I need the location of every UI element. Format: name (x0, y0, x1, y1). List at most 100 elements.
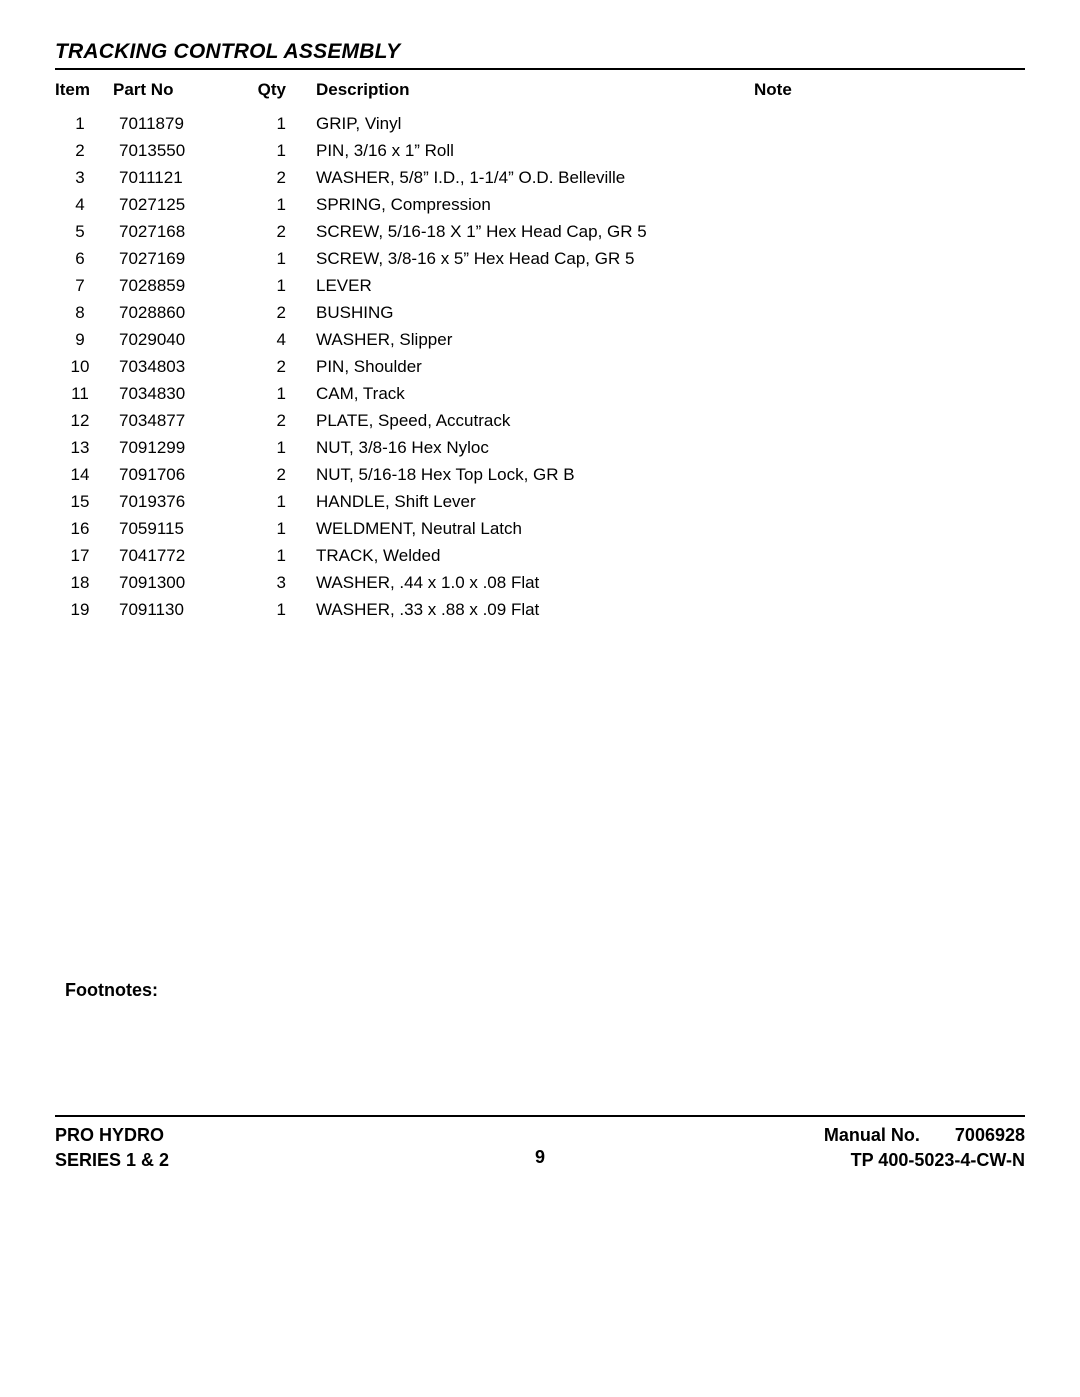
cell-item: 12 (55, 407, 113, 434)
manual-no-label: Manual No. (824, 1125, 920, 1145)
section-title: TRACKING CONTROL ASSEMBLY (55, 40, 1025, 70)
col-note: Note (754, 76, 1025, 110)
cell-note (754, 434, 1025, 461)
page-number: 9 (55, 1147, 1025, 1168)
cell-desc: TRACK, Welded (316, 542, 754, 569)
cell-desc: WASHER, Slipper (316, 326, 754, 353)
manual-no-value: 7006928 (955, 1125, 1025, 1145)
cell-item: 6 (55, 245, 113, 272)
cell-part: 7091130 (113, 596, 231, 623)
cell-part: 7034803 (113, 353, 231, 380)
col-desc: Description (316, 76, 754, 110)
cell-part: 7011879 (113, 110, 231, 137)
cell-item: 14 (55, 461, 113, 488)
cell-note (754, 407, 1025, 434)
cell-desc: BUSHING (316, 299, 754, 326)
cell-note (754, 137, 1025, 164)
cell-part: 7027169 (113, 245, 231, 272)
cell-item: 2 (55, 137, 113, 164)
cell-item: 19 (55, 596, 113, 623)
cell-desc: SCREW, 5/16-18 X 1” Hex Head Cap, GR 5 (316, 218, 754, 245)
cell-qty: 1 (231, 542, 316, 569)
cell-note (754, 299, 1025, 326)
parts-table: Item Part No Qty Description Note 170118… (55, 76, 1025, 623)
table-row: 670271691SCREW, 3/8-16 x 5” Hex Head Cap… (55, 245, 1025, 272)
cell-desc: WASHER, 5/8” I.D., 1-1/4” O.D. Bellevill… (316, 164, 754, 191)
cell-qty: 2 (231, 218, 316, 245)
cell-qty: 1 (231, 110, 316, 137)
cell-qty: 1 (231, 488, 316, 515)
cell-part: 7091706 (113, 461, 231, 488)
cell-item: 11 (55, 380, 113, 407)
cell-item: 1 (55, 110, 113, 137)
table-row: 470271251SPRING, Compression (55, 191, 1025, 218)
cell-qty: 3 (231, 569, 316, 596)
cell-note (754, 596, 1025, 623)
col-item: Item (55, 76, 113, 110)
table-row: 370111212WASHER, 5/8” I.D., 1-1/4” O.D. … (55, 164, 1025, 191)
cell-qty: 2 (231, 461, 316, 488)
cell-note (754, 191, 1025, 218)
cell-item: 4 (55, 191, 113, 218)
cell-note (754, 542, 1025, 569)
table-header-row: Item Part No Qty Description Note (55, 76, 1025, 110)
cell-item: 16 (55, 515, 113, 542)
cell-note (754, 218, 1025, 245)
cell-item: 5 (55, 218, 113, 245)
cell-part: 7034877 (113, 407, 231, 434)
table-row: 1470917062NUT, 5/16-18 Hex Top Lock, GR … (55, 461, 1025, 488)
footer-left-top: PRO HYDRO (55, 1123, 164, 1147)
cell-qty: 1 (231, 596, 316, 623)
cell-note (754, 380, 1025, 407)
cell-note (754, 488, 1025, 515)
cell-desc: SCREW, 3/8-16 x 5” Hex Head Cap, GR 5 (316, 245, 754, 272)
cell-qty: 2 (231, 407, 316, 434)
cell-part: 7019376 (113, 488, 231, 515)
cell-part: 7029040 (113, 326, 231, 353)
table-row: 1370912991NUT, 3/8-16 Hex Nyloc (55, 434, 1025, 461)
cell-desc: LEVER (316, 272, 754, 299)
cell-note (754, 110, 1025, 137)
table-row: 1070348032PIN, Shoulder (55, 353, 1025, 380)
col-qty: Qty (231, 76, 316, 110)
cell-qty: 2 (231, 353, 316, 380)
cell-part: 7027168 (113, 218, 231, 245)
cell-desc: WELDMENT, Neutral Latch (316, 515, 754, 542)
cell-part: 7091300 (113, 569, 231, 596)
table-row: 1770417721TRACK, Welded (55, 542, 1025, 569)
cell-part: 7028859 (113, 272, 231, 299)
table-row: 1170348301CAM, Track (55, 380, 1025, 407)
cell-desc: PLATE, Speed, Accutrack (316, 407, 754, 434)
cell-part: 7041772 (113, 542, 231, 569)
cell-desc: GRIP, Vinyl (316, 110, 754, 137)
cell-item: 3 (55, 164, 113, 191)
cell-item: 15 (55, 488, 113, 515)
cell-desc: NUT, 3/8-16 Hex Nyloc (316, 434, 754, 461)
cell-part: 7027125 (113, 191, 231, 218)
table-row: 270135501PIN, 3/16 x 1” Roll (55, 137, 1025, 164)
cell-qty: 1 (231, 137, 316, 164)
table-row: 1970911301WASHER, .33 x .88 x .09 Flat (55, 596, 1025, 623)
cell-note (754, 164, 1025, 191)
cell-note (754, 515, 1025, 542)
cell-qty: 2 (231, 164, 316, 191)
cell-desc: CAM, Track (316, 380, 754, 407)
cell-note (754, 326, 1025, 353)
cell-item: 13 (55, 434, 113, 461)
cell-desc: HANDLE, Shift Lever (316, 488, 754, 515)
table-row: 570271682SCREW, 5/16-18 X 1” Hex Head Ca… (55, 218, 1025, 245)
cell-note (754, 245, 1025, 272)
table-row: 870288602BUSHING (55, 299, 1025, 326)
cell-part: 7028860 (113, 299, 231, 326)
cell-qty: 1 (231, 434, 316, 461)
cell-note (754, 569, 1025, 596)
cell-item: 7 (55, 272, 113, 299)
cell-part: 7034830 (113, 380, 231, 407)
cell-desc: WASHER, .33 x .88 x .09 Flat (316, 596, 754, 623)
cell-qty: 1 (231, 191, 316, 218)
cell-item: 18 (55, 569, 113, 596)
cell-qty: 1 (231, 380, 316, 407)
cell-desc: PIN, Shoulder (316, 353, 754, 380)
table-row: 770288591LEVER (55, 272, 1025, 299)
cell-part: 7091299 (113, 434, 231, 461)
